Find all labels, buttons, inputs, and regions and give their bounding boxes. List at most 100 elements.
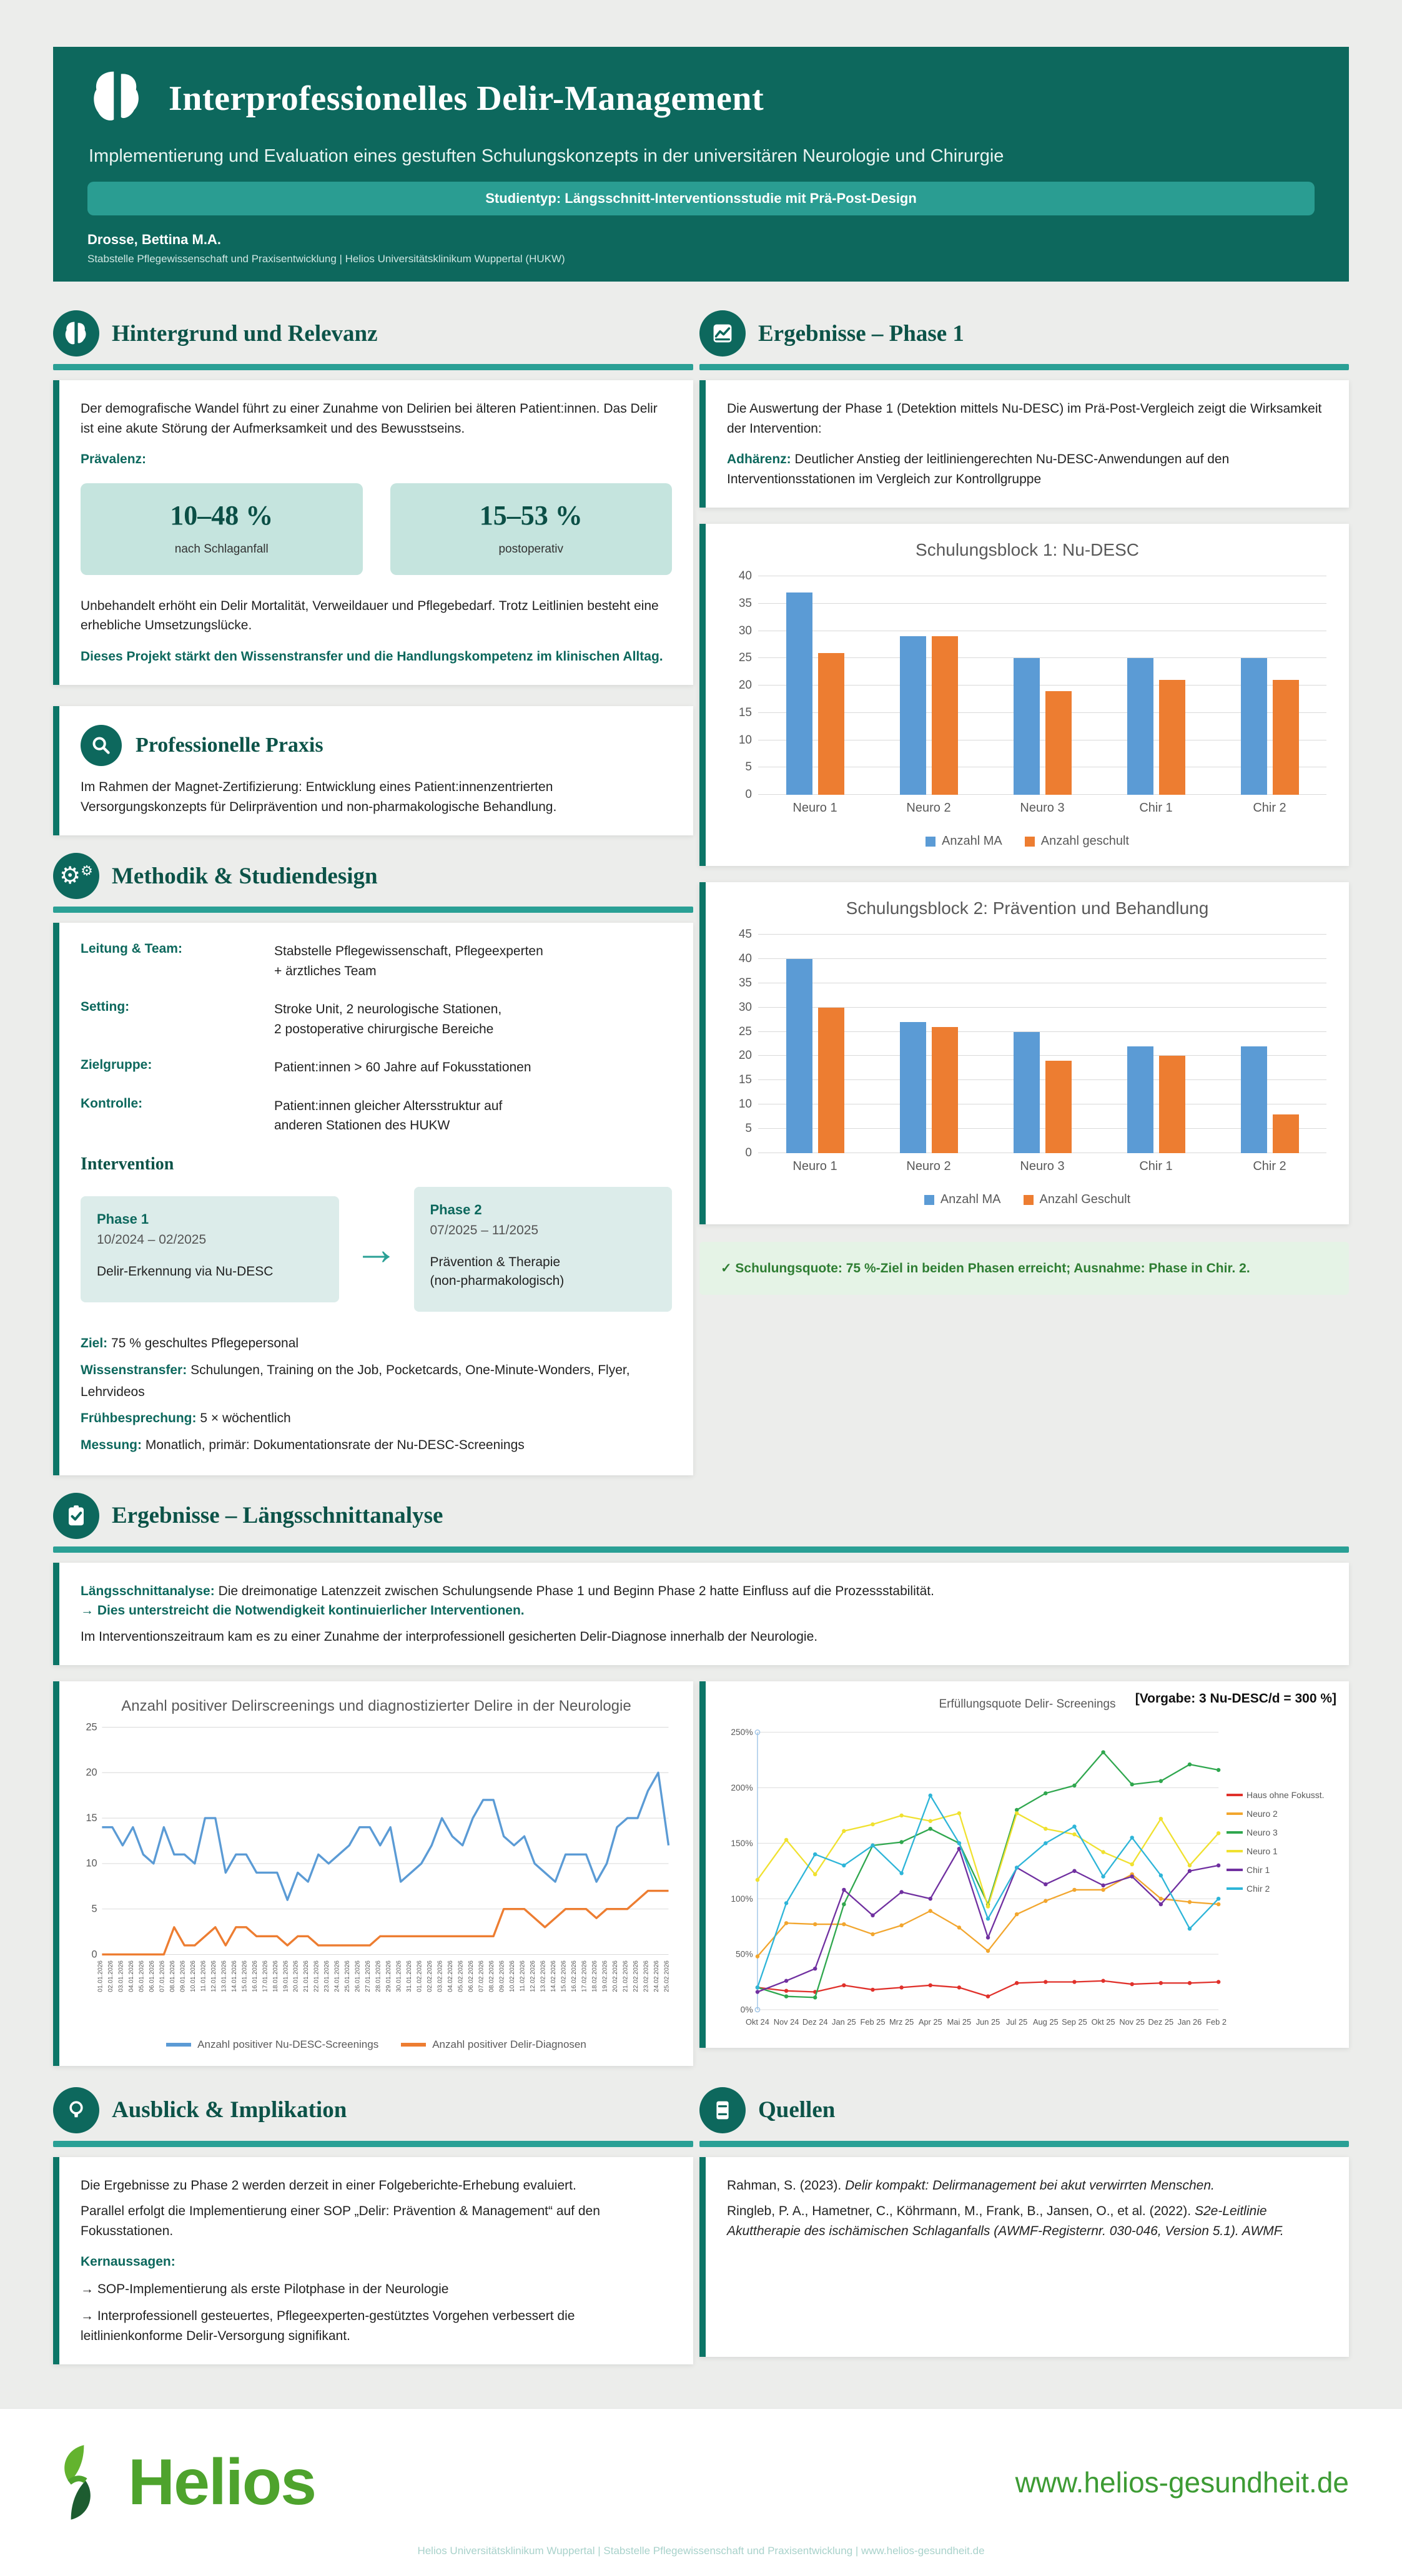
reference-2: Ringleb, P. A., Hametner, C., Köhrmann, … — [727, 2204, 1284, 2238]
laengsschnitt-p2: → Dies unterstreicht die Notwendigkeit k… — [81, 1603, 525, 1618]
data-point — [1044, 1827, 1048, 1831]
series-line-neuro-3 — [757, 1751, 1219, 1998]
helios-logo-text: Helios — [128, 2446, 317, 2519]
section-title: Ergebnisse – Phase 1 — [758, 320, 964, 347]
x-tick-label: 18.02.2026 — [591, 1960, 598, 1992]
data-point — [957, 1925, 962, 1930]
header: Interprofessionelles Delir-Management Im… — [53, 47, 1349, 282]
phase-desc: Delir-Erkennung via Nu-DESC — [97, 1264, 274, 1279]
stat-caption: postoperativ — [498, 542, 563, 556]
data-point — [985, 1904, 990, 1909]
legend-item: Haus ohne Fokusst. — [1227, 1790, 1333, 1800]
data-point — [899, 1871, 904, 1875]
x-tick-label: 01.01.2026 — [97, 1960, 104, 1992]
x-tick-label: Neuro 3 — [1020, 801, 1065, 815]
section-underline — [699, 364, 1349, 370]
chart-title: Erfüllungsquote Delir- Screenings — [939, 1698, 1116, 1711]
x-tick-label: 23.01.2026 — [323, 1960, 330, 1992]
legend-item: Anzahl MA — [924, 1192, 1001, 1207]
legend-label: Neuro 3 — [1246, 1827, 1278, 1838]
data-point — [957, 1811, 962, 1816]
axis-end-marker — [754, 1729, 761, 1735]
bar-group — [1213, 935, 1326, 1153]
data-point — [1130, 1862, 1134, 1867]
section-ergebnisse1-header: Ergebnisse – Phase 1 — [699, 310, 1349, 356]
y-tick-label: 200% — [731, 1783, 753, 1792]
bar-anzahl-geschult-neuro-3 — [1045, 1061, 1072, 1153]
bar-group — [985, 576, 1099, 795]
method-row: Zielgruppe: Patient:innen > 60 Jahre auf… — [81, 1058, 672, 1078]
legend-item: Anzahl Geschult — [1023, 1192, 1130, 1207]
section-underline — [53, 1546, 1349, 1553]
data-point — [842, 1829, 846, 1834]
affiliation: Stabstelle Pflegewissenschaft und Praxis… — [87, 253, 565, 265]
data-point — [928, 1827, 932, 1831]
data-point — [1187, 1762, 1192, 1767]
x-tick-label: 25.02.2026 — [664, 1960, 671, 1992]
legend-label: Chir 1 — [1246, 1865, 1270, 1875]
data-point — [928, 1793, 932, 1798]
legend-item: Chir 2 — [1227, 1884, 1333, 1894]
methodik-card: Leitung & Team: Stabstelle Pflegewissens… — [53, 923, 693, 1475]
phase-period: 10/2024 – 02/2025 — [97, 1232, 207, 1247]
right-column: Ergebnisse – Phase 1 Die Auswertung der … — [699, 293, 1349, 1295]
x-tick-label: 07.01.2026 — [159, 1960, 165, 1992]
legend-swatch — [926, 836, 936, 847]
data-point — [1014, 1807, 1019, 1812]
x-tick-label: 08.02.2026 — [488, 1960, 495, 1992]
bar-plot: 0 5 10 15 20 25 30 35 40 45 — [739, 928, 1326, 1159]
data-point — [1187, 1981, 1192, 1985]
y-tick-label: 5 — [92, 1904, 97, 1915]
x-tick-label: 04.02.2026 — [447, 1960, 454, 1992]
section-title: Hintergrund und Relevanz — [112, 320, 378, 347]
data-point — [871, 1843, 875, 1848]
poster-subtitle: Implementierung und Evaluation eines ges… — [89, 146, 1004, 166]
detail-fruehbesprechung: Frühbesprechung: 5 × wöchentlich — [81, 1411, 291, 1426]
data-point — [899, 1813, 904, 1818]
data-point — [755, 1954, 760, 1959]
laengsschnitt-card: Längsschnittanalyse: Die dreimonatige La… — [53, 1562, 1349, 1666]
x-tick-label: Okt 25 — [1092, 2017, 1115, 2027]
data-point — [1014, 1811, 1019, 1816]
section-laengsschnitt-header: Ergebnisse – Längsschnittanalyse — [53, 1492, 1349, 1539]
y-tick-label: 45 — [738, 928, 752, 941]
phase-desc: Prävention & Therapie (non-pharmakologis… — [430, 1254, 565, 1288]
section-methodik-header: ⚙⚙ Methodik & Studiendesign — [53, 853, 693, 899]
bar-anzahl-geschult-neuro-1 — [817, 652, 844, 795]
data-point — [1187, 1927, 1192, 1931]
x-tick-label: 05.01.2026 — [138, 1960, 145, 1992]
x-tick-label: 24.02.2026 — [653, 1960, 660, 1992]
series-line-anzahl-positiver-nu-desc-screenings — [102, 1771, 670, 1901]
stat-caption: nach Schlaganfall — [174, 542, 269, 556]
laengsschnitt-p3: Im Interventionszeitraum kam es zu einer… — [81, 1629, 818, 1644]
y-tick-label: 150% — [731, 1839, 753, 1848]
bar-anzahl-ma-neuro-1 — [786, 958, 812, 1153]
chart-legend: Anzahl MA Anzahl Geschult — [722, 1192, 1333, 1207]
chart-annotation: [Vorgabe: 3 Nu-DESC/d = 300 %] — [1135, 1691, 1336, 1706]
x-tick-label: 03.02.2026 — [437, 1960, 444, 1992]
data-point — [871, 1822, 875, 1827]
y-tick-label: 20 — [738, 679, 752, 692]
section-title: Ausblick & Implikation — [112, 2097, 347, 2123]
bar-group — [985, 935, 1099, 1153]
phase-period: 07/2025 – 11/2025 — [430, 1222, 539, 1237]
x-tick-label: 05.02.2026 — [458, 1960, 465, 1992]
bar-anzahl-ma-neuro-2 — [899, 636, 926, 795]
chart-title: Schulungsblock 1: Nu-DESC — [916, 540, 1139, 559]
x-tick-label: Mai 25 — [947, 2017, 972, 2027]
method-value: Stabstelle Pflegewissenschaft, Pflegeexp… — [274, 944, 543, 978]
data-point — [1072, 1824, 1077, 1829]
data-point — [1187, 1900, 1192, 1904]
method-value: Stroke Unit, 2 neurologische Stationen, … — [274, 1002, 502, 1036]
x-tick-label: 24.01.2026 — [334, 1960, 341, 1992]
series-line-neuro-2 — [757, 1874, 1219, 1957]
brain-icon — [87, 67, 147, 130]
data-point — [1014, 1912, 1019, 1917]
x-tick-label: 02.02.2026 — [427, 1960, 433, 1992]
gridline — [758, 657, 1326, 659]
data-point — [1158, 1817, 1163, 1821]
x-tick-label: Aug 25 — [1033, 2017, 1059, 2027]
data-point — [1216, 1767, 1221, 1772]
x-tick-label: 18.01.2026 — [272, 1960, 279, 1992]
data-point — [1158, 1981, 1163, 1985]
